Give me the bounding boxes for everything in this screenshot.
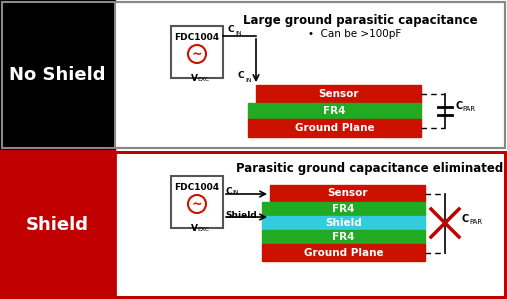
Text: ~: ~ — [192, 48, 202, 60]
Text: Shield: Shield — [325, 218, 362, 228]
Text: FDC1004: FDC1004 — [174, 33, 220, 42]
Text: PAR: PAR — [469, 219, 482, 225]
Text: Parasitic ground capacitance eliminated: Parasitic ground capacitance eliminated — [236, 162, 503, 175]
Text: Sensor: Sensor — [318, 89, 359, 99]
Bar — [115, 152, 505, 297]
Text: C: C — [462, 214, 469, 224]
Text: FR4: FR4 — [323, 106, 346, 116]
Text: ~: ~ — [192, 198, 202, 210]
Bar — [262, 216, 425, 230]
Bar — [2, 152, 505, 297]
Text: C: C — [225, 187, 232, 196]
Bar — [171, 176, 223, 228]
Bar — [2, 2, 505, 148]
Bar — [262, 230, 425, 244]
Text: Ground Plane: Ground Plane — [304, 248, 383, 257]
Text: Shield: Shield — [26, 216, 89, 234]
Text: EXC: EXC — [197, 77, 209, 82]
Text: V: V — [191, 224, 198, 233]
Text: IN: IN — [245, 78, 251, 83]
Text: FR4: FR4 — [332, 232, 355, 242]
Text: FR4: FR4 — [332, 204, 355, 214]
Bar — [248, 119, 421, 137]
Text: IN: IN — [232, 190, 239, 195]
Bar — [0, 150, 115, 299]
Text: •  Can be >100pF: • Can be >100pF — [308, 29, 401, 39]
Text: Sensor: Sensor — [327, 188, 368, 199]
Bar — [256, 85, 421, 103]
Bar — [171, 26, 223, 78]
Bar — [248, 103, 421, 119]
Bar — [0, 0, 115, 150]
Text: IN: IN — [235, 31, 242, 36]
Bar — [115, 2, 505, 148]
Text: C: C — [238, 71, 244, 80]
Text: PAR: PAR — [462, 106, 475, 112]
Text: EXC: EXC — [197, 227, 209, 232]
Text: No Shield: No Shield — [9, 66, 106, 84]
Text: Ground Plane: Ground Plane — [295, 123, 374, 133]
Text: Large ground parasitic capacitance: Large ground parasitic capacitance — [243, 14, 477, 27]
Text: V: V — [191, 74, 198, 83]
Bar — [262, 202, 425, 216]
Text: C: C — [455, 101, 462, 111]
Text: C: C — [228, 25, 235, 34]
Text: FDC1004: FDC1004 — [174, 183, 220, 192]
Bar — [270, 185, 425, 202]
Text: Shield: Shield — [225, 211, 257, 220]
Bar — [262, 244, 425, 261]
